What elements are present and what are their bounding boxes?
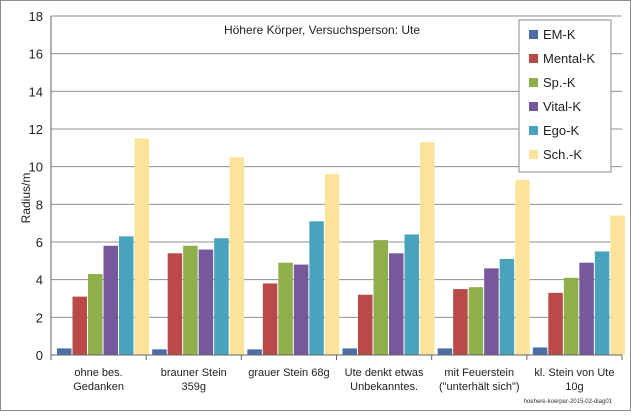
axes: 0 2 4 6 8 10 12 14 16 18 ohne bes. Gedanken brauner … bbox=[29, 9, 623, 393]
legend-label: Sp.-K bbox=[543, 75, 576, 90]
legend-label: Vital-K bbox=[543, 99, 581, 114]
bar-vital-k bbox=[293, 264, 309, 355]
bar-sch-k bbox=[324, 174, 340, 355]
y-tick-label: 14 bbox=[29, 84, 43, 99]
legend-swatch bbox=[529, 78, 538, 87]
x-tick-label: mit Feuerstein bbox=[444, 367, 514, 379]
bar-vital-k bbox=[389, 253, 404, 355]
legend-swatch bbox=[529, 30, 538, 39]
x-tick-label: brauner Stein bbox=[161, 367, 227, 379]
bar-ego-k bbox=[404, 234, 419, 355]
bar-sp-k bbox=[183, 245, 198, 355]
bar-sp-k bbox=[88, 274, 103, 355]
bar-vital-k bbox=[103, 245, 118, 355]
x-tick-label: Gedanken bbox=[73, 381, 124, 393]
y-tick-label: 6 bbox=[36, 235, 43, 250]
bar-vital-k bbox=[484, 268, 499, 355]
bar-sp-k bbox=[468, 287, 484, 355]
bar-sp-k bbox=[278, 262, 293, 355]
x-tick-label: Unbekanntes. bbox=[350, 381, 418, 393]
bar-mental-k bbox=[262, 283, 278, 355]
bar-em-k bbox=[247, 349, 262, 355]
bars bbox=[57, 138, 625, 355]
bar-mental-k bbox=[167, 253, 183, 355]
y-tick-label: 10 bbox=[29, 160, 43, 175]
bar-mental-k bbox=[453, 289, 468, 355]
x-tick-label: 10g bbox=[565, 381, 583, 393]
legend-swatch bbox=[529, 126, 538, 135]
legend-label: Ego-K bbox=[543, 123, 579, 138]
bar-sp-k bbox=[563, 277, 579, 355]
x-tick-label: 359g bbox=[182, 381, 206, 393]
bar-vital-k bbox=[198, 249, 214, 355]
legend-label: Mental-K bbox=[543, 51, 595, 66]
legend-box bbox=[518, 19, 612, 173]
y-tick-label: 16 bbox=[29, 47, 43, 62]
bar-vital-k bbox=[579, 262, 594, 355]
y-tick-label: 18 bbox=[29, 9, 43, 24]
y-tick-label: 4 bbox=[36, 273, 43, 288]
x-tick-label: ("unterhält sich") bbox=[439, 381, 520, 393]
x-tick-label: grauer Stein 68g bbox=[248, 367, 329, 379]
bar-ego-k bbox=[214, 238, 229, 355]
bar-em-k bbox=[152, 349, 167, 355]
bar-sch-k bbox=[420, 142, 435, 355]
bar-sp-k bbox=[373, 240, 388, 355]
bar-sch-k bbox=[610, 215, 625, 355]
bar-mental-k bbox=[358, 294, 373, 355]
legend: EM-K Mental-K Sp.-K Vital-K Ego-K Sch.-K bbox=[518, 19, 612, 173]
chart-title: Höhere Körper, Versuchsperson: Ute bbox=[224, 23, 420, 37]
x-tick-label: ohne bes. bbox=[74, 367, 122, 379]
y-tick-label: 8 bbox=[36, 197, 43, 212]
bar-sch-k bbox=[134, 138, 149, 355]
bar-ego-k bbox=[309, 221, 324, 355]
bar-em-k bbox=[57, 348, 72, 355]
bar-mental-k bbox=[548, 292, 563, 355]
bar-em-k bbox=[437, 348, 453, 355]
legend-label: EM-K bbox=[543, 27, 576, 42]
y-tick-label: 0 bbox=[36, 348, 43, 363]
x-tick-label: kl. Stein von Ute bbox=[534, 367, 614, 379]
bar-em-k bbox=[532, 347, 548, 355]
bar-ego-k bbox=[594, 251, 610, 355]
bar-sch-k bbox=[229, 157, 245, 355]
y-axis-label: Radius/m bbox=[19, 173, 33, 224]
bar-sch-k bbox=[515, 179, 530, 355]
legend-label: Sch.-K bbox=[543, 147, 582, 162]
footer-note: hoehere-koerper-2015-02-diag01 bbox=[524, 399, 613, 405]
x-tick-label: Ute denkt etwas bbox=[345, 367, 424, 379]
bar-ego-k bbox=[499, 258, 515, 355]
legend-swatch bbox=[529, 54, 538, 63]
y-tick-label: 2 bbox=[36, 310, 43, 325]
bar-ego-k bbox=[119, 236, 134, 355]
y-tick-label: 12 bbox=[29, 122, 43, 137]
legend-swatch bbox=[529, 150, 538, 159]
legend-swatch bbox=[529, 102, 538, 111]
bar-em-k bbox=[342, 348, 357, 355]
bar-mental-k bbox=[72, 296, 87, 355]
